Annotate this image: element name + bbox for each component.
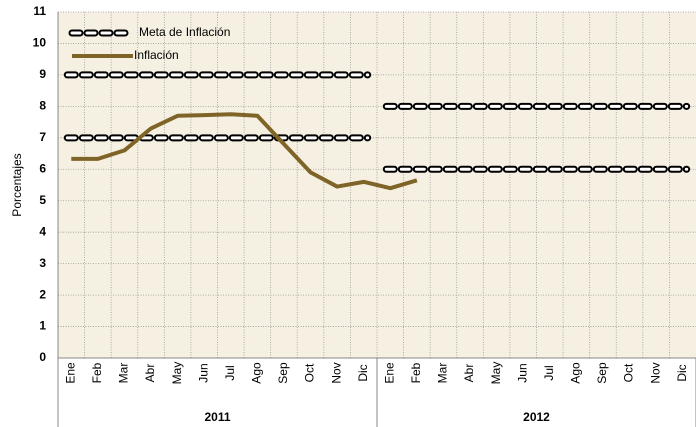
y-tick-label: 3 bbox=[39, 256, 46, 270]
group-label: 2012 bbox=[523, 410, 550, 424]
x-tick-label: Nov bbox=[329, 362, 343, 383]
x-tick-label: Abr bbox=[143, 364, 157, 383]
x-tick-label: Mar bbox=[117, 363, 131, 384]
x-tick-label: Mar bbox=[436, 363, 450, 384]
y-tick-label: 6 bbox=[39, 161, 46, 175]
y-tick-label: 1 bbox=[39, 319, 46, 333]
x-tick-label: Jun bbox=[196, 363, 210, 382]
x-tick-label: Ene bbox=[382, 362, 396, 384]
y-tick-label: 0 bbox=[39, 350, 46, 364]
y-tick-label: 4 bbox=[39, 224, 46, 238]
x-tick-label: Sep bbox=[595, 362, 609, 384]
y-tick-label: 10 bbox=[33, 36, 47, 50]
x-tick-label: Dic bbox=[675, 364, 689, 381]
y-tick-label: 8 bbox=[39, 99, 46, 113]
x-tick-label: Dic bbox=[356, 364, 370, 381]
x-tick-label: Jul bbox=[223, 365, 237, 380]
x-tick-label: Jun bbox=[515, 363, 529, 382]
x-tick-label: Ago bbox=[569, 362, 583, 384]
y-tick-label: 11 bbox=[33, 4, 46, 18]
legend-label: Meta de Inflación bbox=[139, 25, 230, 39]
x-tick-label: Oct bbox=[303, 363, 317, 382]
x-tick-label: Ene bbox=[63, 362, 77, 384]
x-tick-label: Sep bbox=[276, 362, 290, 384]
y-tick-label: 9 bbox=[39, 67, 46, 81]
x-tick-label: Feb bbox=[409, 362, 423, 383]
y-axis-label: Porcentajes bbox=[10, 153, 24, 216]
x-tick-label: Oct bbox=[622, 363, 636, 382]
group-label: 2011 bbox=[204, 410, 230, 424]
x-tick-label: Nov bbox=[648, 362, 662, 383]
y-tick-label: 7 bbox=[39, 130, 46, 144]
y-tick-label: 2 bbox=[39, 287, 46, 301]
x-tick-label: May bbox=[489, 362, 503, 385]
x-tick-label: Ago bbox=[250, 362, 264, 384]
x-tick-label: Abr bbox=[462, 364, 476, 383]
x-tick-label: Jul bbox=[542, 365, 556, 380]
x-tick-label: May bbox=[170, 362, 184, 385]
y-tick-label: 5 bbox=[39, 193, 46, 207]
legend-label: Inflación bbox=[134, 48, 179, 62]
x-tick-label: Feb bbox=[90, 362, 104, 383]
series-line bbox=[71, 112, 418, 191]
